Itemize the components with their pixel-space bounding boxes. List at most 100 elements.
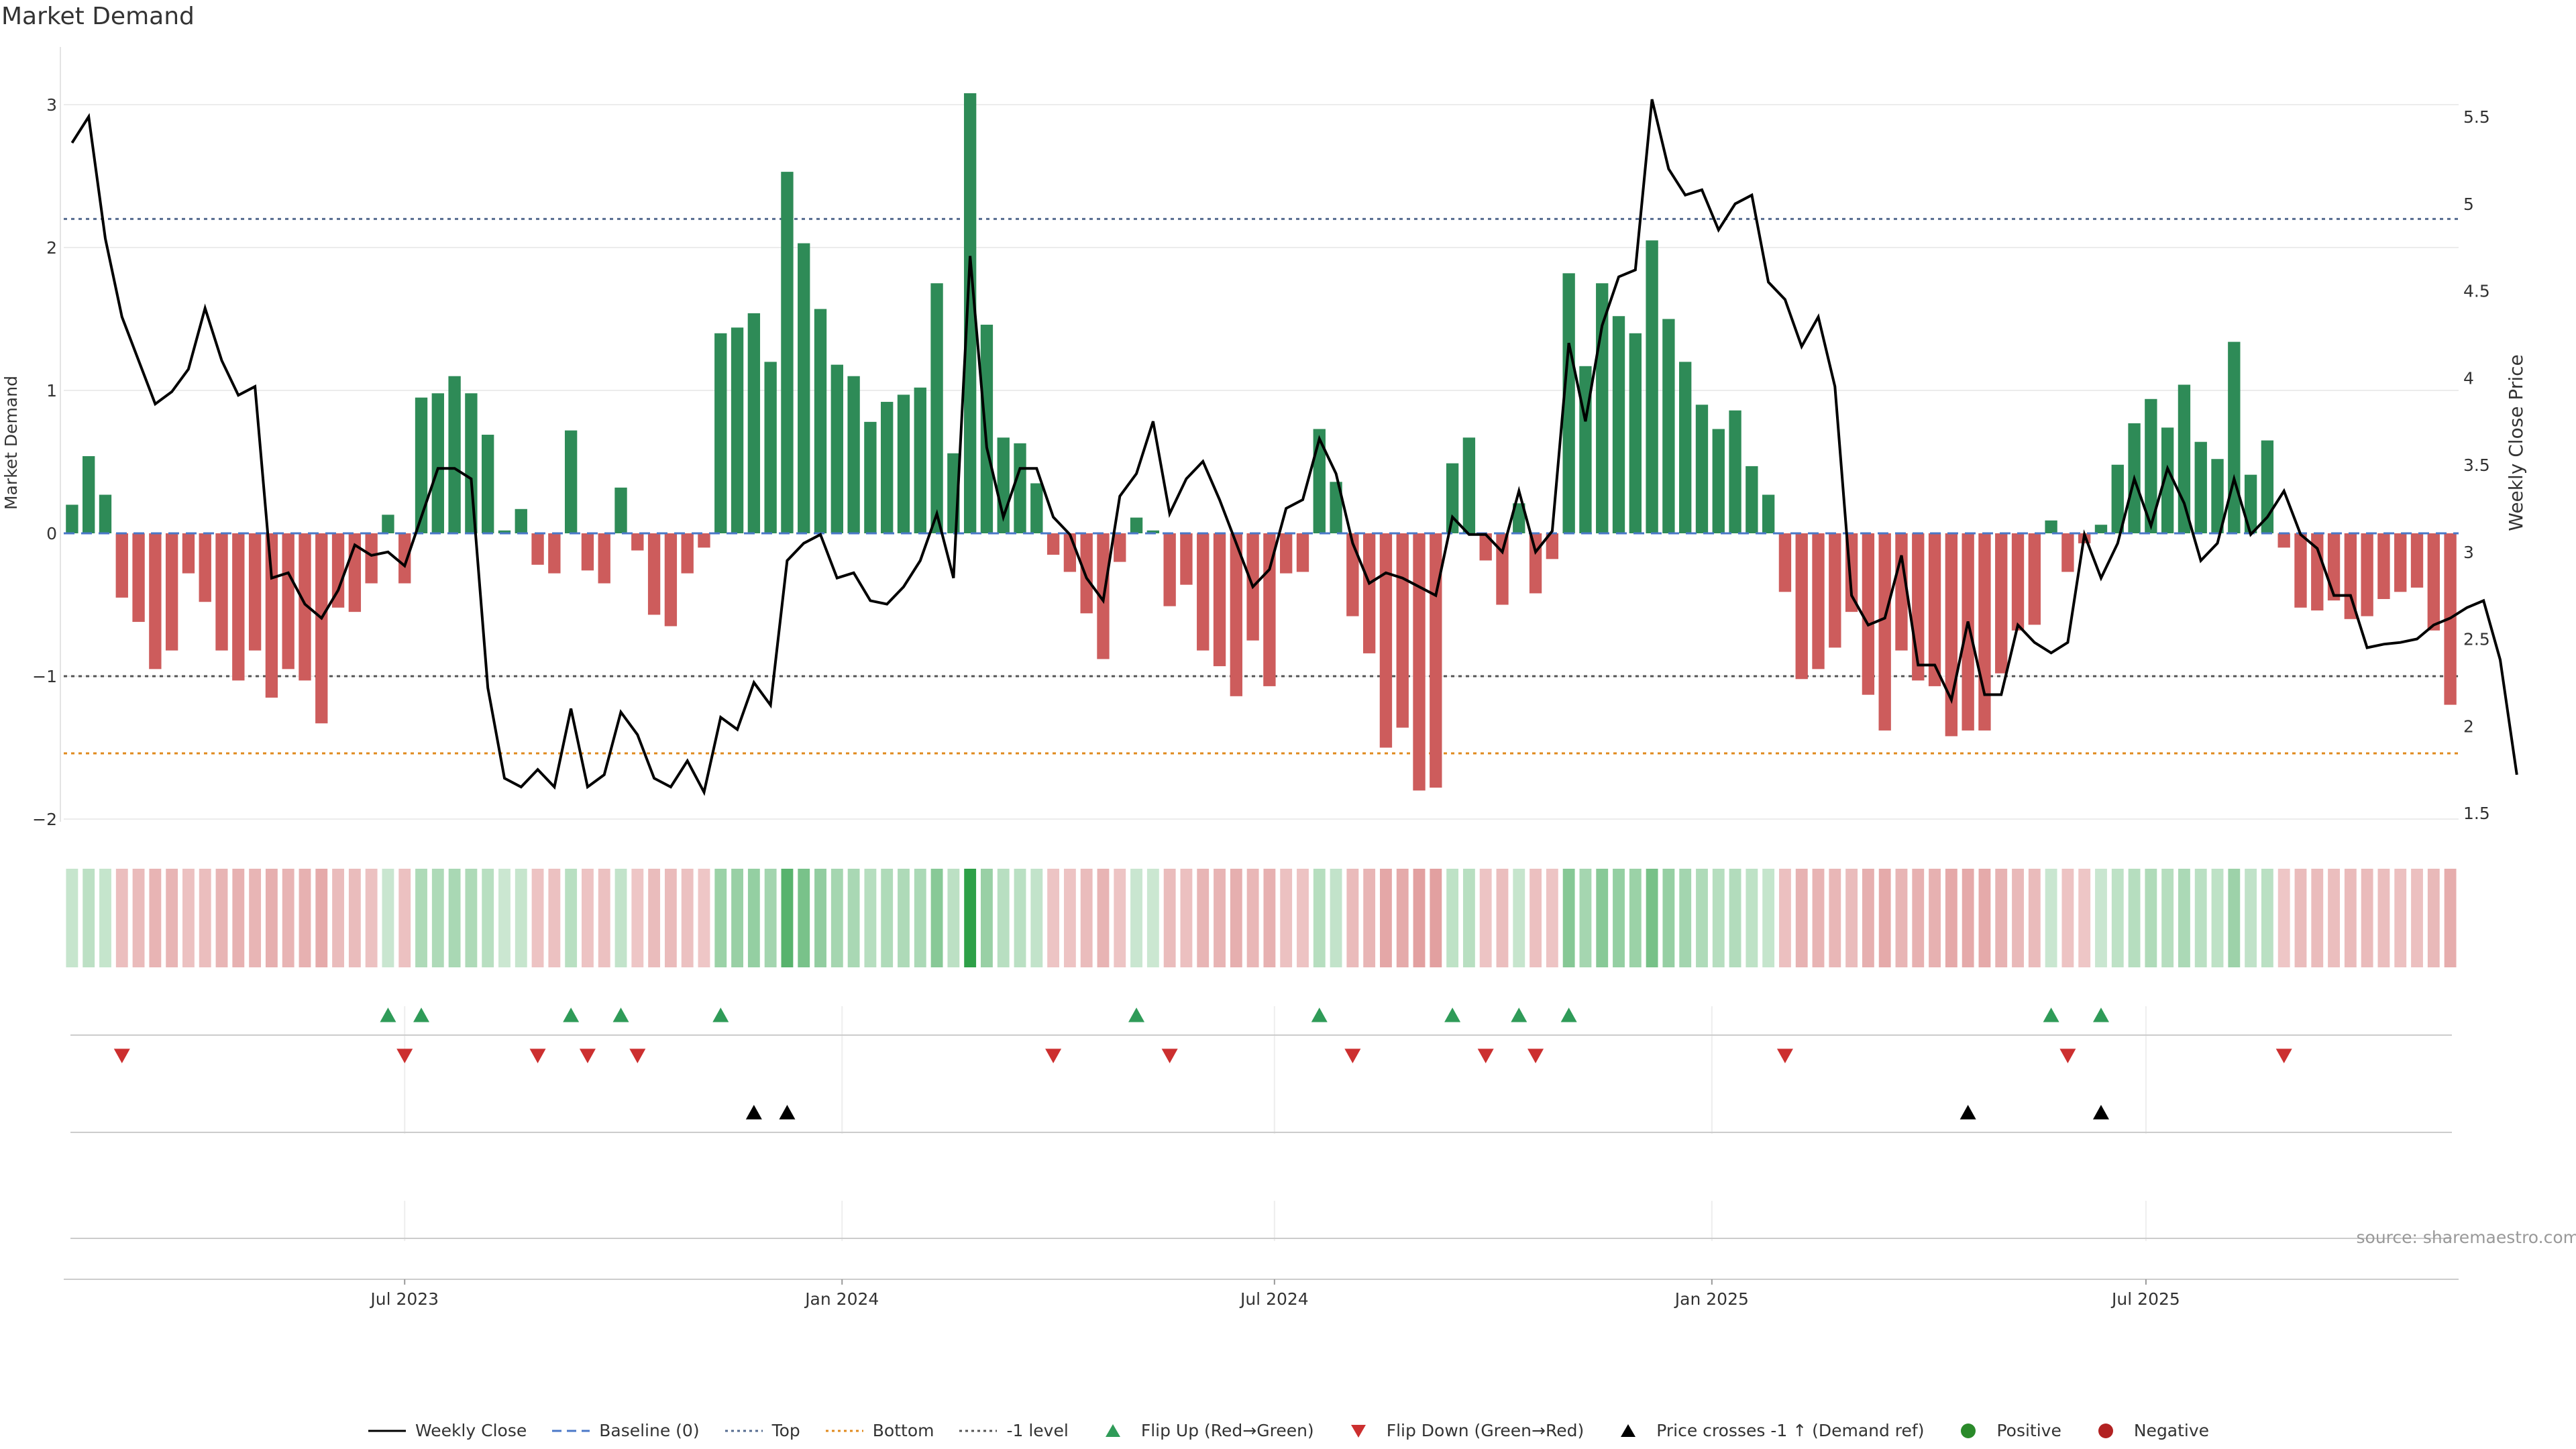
y-axis-ticks: 3 2 1 0 −1 −2 xyxy=(32,95,57,829)
demand-bar xyxy=(1163,533,1176,606)
heat-cell xyxy=(1263,869,1276,967)
demand-bar xyxy=(2327,533,2341,601)
demand-bar xyxy=(498,530,511,533)
demand-bar xyxy=(1213,533,1226,667)
y-tick-label: 0 xyxy=(46,524,57,543)
legend-swatch xyxy=(1621,1424,1636,1437)
demand-bar xyxy=(99,494,112,533)
heat-cell xyxy=(1912,869,1925,967)
demand-bar xyxy=(2377,533,2390,599)
y2-tick-label: 5.5 xyxy=(2463,107,2490,127)
y-tick-label: −2 xyxy=(32,810,57,829)
demand-bar xyxy=(1114,533,1126,562)
legend-label: Baseline (0) xyxy=(599,1421,700,1440)
demand-heat-strip xyxy=(66,869,2457,967)
heat-cell xyxy=(881,869,894,967)
heat-cell xyxy=(1396,869,1409,967)
heat-cell xyxy=(1280,869,1293,967)
demand-bar xyxy=(1513,503,1525,533)
heat-cell xyxy=(1146,869,1159,967)
demand-bar xyxy=(2194,441,2207,533)
flip-down-marker xyxy=(1344,1049,1361,1063)
demand-bar xyxy=(564,430,578,533)
x-tick-label: Jul 2024 xyxy=(1239,1289,1309,1309)
heat-cell xyxy=(249,869,262,967)
heat-cell xyxy=(2377,869,2390,967)
heat-cell xyxy=(614,869,627,967)
demand-bar xyxy=(830,364,843,533)
demand-bar xyxy=(664,533,678,627)
demand-bar xyxy=(448,376,461,533)
demand-bar xyxy=(2094,525,2108,533)
demand-bar xyxy=(149,533,162,669)
flip-up-marker xyxy=(563,1008,580,1022)
demand-bar xyxy=(2045,520,2057,533)
demand-bar xyxy=(2394,533,2407,592)
demand-bar xyxy=(814,309,827,533)
heat-cell xyxy=(2294,869,2307,967)
flip-up-marker xyxy=(2043,1008,2059,1022)
heat-cell xyxy=(914,869,926,967)
flip-up-marker xyxy=(1311,1008,1328,1022)
legend-item: -1 level xyxy=(958,1421,1069,1440)
demand-bar xyxy=(1795,533,1808,680)
heat-cell xyxy=(1945,869,1957,967)
price-cross-marker xyxy=(779,1105,796,1120)
heat-cell xyxy=(2211,869,2224,967)
heat-cell xyxy=(531,869,544,967)
demand-bar xyxy=(1146,530,1160,533)
demand-bar xyxy=(1646,240,1658,533)
legend-label: Flip Down (Green→Red) xyxy=(1386,1421,1585,1440)
demand-bar xyxy=(1679,362,1692,533)
legend-swatch xyxy=(959,1430,998,1432)
heat-cell xyxy=(814,869,826,967)
heat-cell xyxy=(2028,869,2041,967)
demand-bar xyxy=(2028,533,2041,625)
heat-cell xyxy=(830,869,843,967)
demand-bar xyxy=(614,487,627,533)
flip-down-marker xyxy=(396,1049,413,1063)
demand-bar xyxy=(1712,429,1725,533)
legend-label: Bottom xyxy=(872,1421,934,1440)
flip-down-marker xyxy=(1045,1049,1062,1063)
demand-bar xyxy=(365,533,378,584)
heat-cell xyxy=(2245,869,2257,967)
flip-up-marker xyxy=(1444,1008,1461,1022)
heat-cell xyxy=(515,869,527,967)
demand-bar xyxy=(2344,533,2357,619)
heat-cell xyxy=(930,869,943,967)
heat-cell xyxy=(2128,869,2141,967)
heat-cell xyxy=(1613,869,1625,967)
demand-bar xyxy=(2311,533,2324,611)
heat-cell xyxy=(1878,869,1891,967)
heat-cell xyxy=(1130,869,1142,967)
demand-bar xyxy=(1529,533,1542,594)
legend-swatch xyxy=(1961,1423,1976,1438)
demand-bar xyxy=(182,533,195,574)
demand-bar xyxy=(115,533,128,598)
heat-cell xyxy=(1596,869,1609,967)
heat-cell xyxy=(1812,869,1825,967)
heat-cell xyxy=(1313,869,1326,967)
demand-bar xyxy=(1829,533,1841,648)
demand-bar xyxy=(2361,533,2373,616)
reference-lines xyxy=(64,217,2459,755)
heat-cell xyxy=(1779,869,1791,967)
heat-cell xyxy=(2277,869,2290,967)
demand-bar xyxy=(431,393,444,533)
heat-cell xyxy=(1629,869,1642,967)
demand-bar xyxy=(2161,427,2174,533)
demand-bar xyxy=(714,333,727,533)
demand-bar xyxy=(83,455,95,533)
heat-cell xyxy=(1430,869,1442,967)
demand-bar xyxy=(1778,533,1792,592)
heat-cell xyxy=(2328,869,2340,967)
heat-cell xyxy=(1646,869,1658,967)
legend: Weekly Close Baseline (0) Top Bottom -1 leve… xyxy=(0,1421,2576,1440)
demand-bar xyxy=(1945,533,1958,737)
heat-cell xyxy=(1679,869,1692,967)
demand-bar xyxy=(2294,533,2307,608)
heat-cell xyxy=(1746,869,1758,967)
demand-bar xyxy=(1546,533,1559,559)
heat-cell xyxy=(1662,869,1675,967)
